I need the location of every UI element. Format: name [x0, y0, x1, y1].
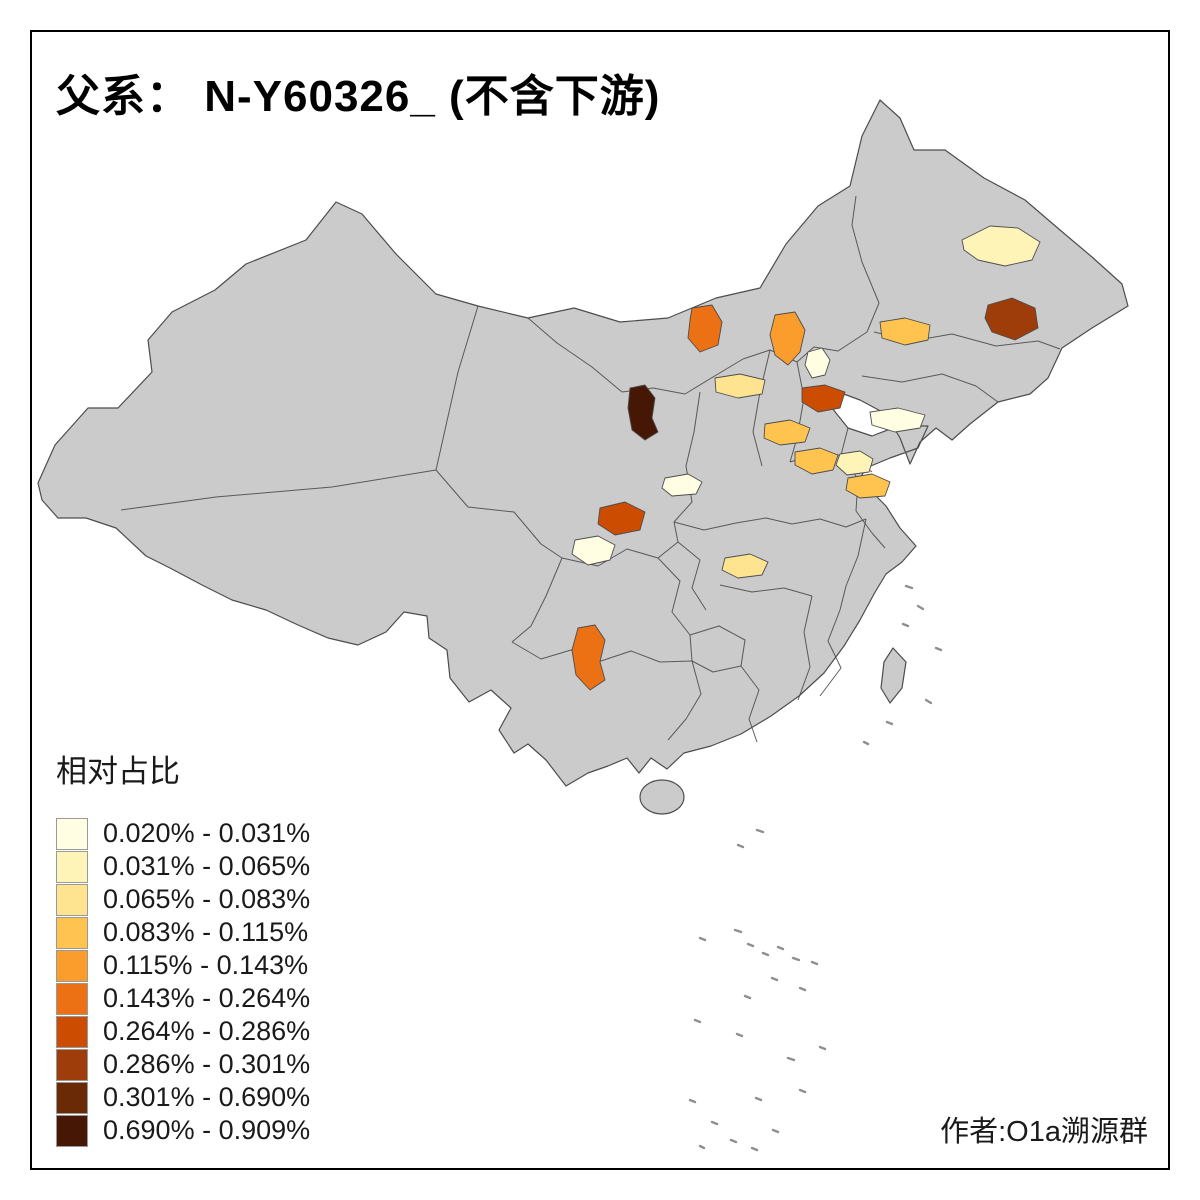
legend-label: 0.301% - 0.690% [103, 1082, 311, 1112]
legend-item: 0.143% - 0.264% [56, 982, 310, 1015]
legend-item: 0.690% - 0.909% [56, 1114, 310, 1147]
map-region [804, 347, 831, 379]
legend-swatch [56, 949, 88, 982]
plot-title: 父系： N-Y60326_ (不含下游) [56, 72, 661, 121]
legend-label: 0.143% - 0.264% [103, 983, 311, 1013]
map-region [763, 419, 811, 446]
legend-swatch [56, 883, 88, 916]
legend-item: 0.301% - 0.690% [56, 1081, 310, 1114]
legend-swatch [56, 916, 88, 949]
map-region [661, 473, 703, 497]
sea-islets [688, 584, 943, 1152]
legend-item: 0.286% - 0.301% [56, 1048, 310, 1081]
legend-item: 0.264% - 0.286% [56, 1015, 310, 1048]
hainan-island [639, 779, 685, 815]
legend-swatch [56, 1048, 88, 1081]
legend-swatch [56, 982, 88, 1015]
map-region [961, 225, 1041, 267]
legend-swatch [56, 850, 88, 883]
legend-swatch [56, 817, 88, 850]
map-region [571, 624, 606, 691]
legend-label: 0.690% - 0.909% [103, 1115, 311, 1145]
legend-swatch [56, 1081, 88, 1114]
map-region [687, 304, 723, 353]
map-region [597, 501, 646, 536]
legend: 相对占比 0.020% - 0.031% 0.031% - 0.065% 0.065… [56, 746, 310, 1147]
map-region [835, 450, 874, 476]
map-region [714, 373, 766, 399]
legend-label: 0.020% - 0.031% [103, 818, 311, 848]
attribution: 作者:O1a溯源群 [940, 1116, 1148, 1148]
taiwan-island [880, 647, 907, 704]
map-region [879, 317, 931, 346]
legend-label: 0.264% - 0.286% [103, 1016, 311, 1046]
legend-item: 0.083% - 0.115% [56, 916, 310, 949]
legend-label: 0.031% - 0.065% [103, 851, 311, 881]
map-region [845, 473, 891, 499]
legend-item: 0.065% - 0.083% [56, 883, 310, 916]
colored-regions [571, 225, 1041, 691]
legend-title: 相对占比 [56, 754, 180, 789]
legend-label: 0.083% - 0.115% [103, 917, 309, 947]
map-region [571, 535, 616, 566]
map-region [721, 553, 769, 579]
map-region [794, 447, 839, 475]
map-region [869, 407, 926, 433]
legend-label: 0.115% - 0.143% [103, 950, 309, 980]
mainland-outline [37, 99, 1129, 815]
legend-swatch [56, 1015, 88, 1048]
legend-label: 0.065% - 0.083% [103, 884, 311, 914]
legend-items: 0.020% - 0.031% 0.031% - 0.065% 0.065% - 0… [56, 817, 310, 1147]
map-region [627, 384, 659, 441]
legend-item: 0.020% - 0.031% [56, 817, 310, 850]
legend-label: 0.286% - 0.301% [103, 1049, 311, 1079]
map-region [801, 384, 846, 413]
legend-item: 0.031% - 0.065% [56, 850, 310, 883]
map-region [984, 297, 1039, 341]
legend-swatch [56, 1114, 88, 1147]
legend-item: 0.115% - 0.143% [56, 949, 310, 982]
map-region [769, 311, 806, 366]
